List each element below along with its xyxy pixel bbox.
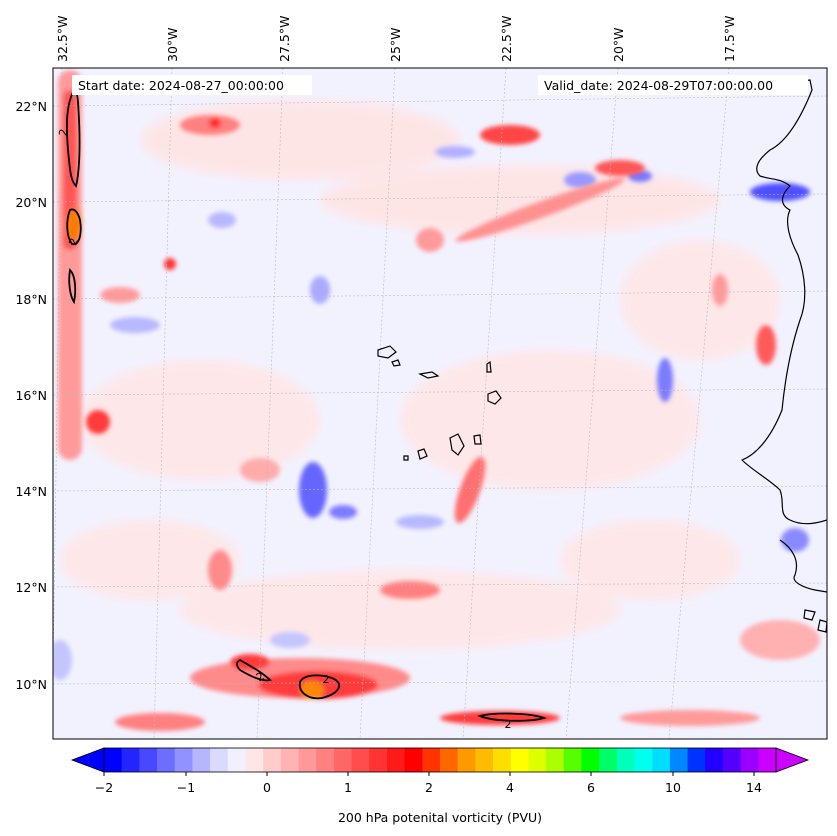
colorbar-segment: [210, 748, 229, 772]
colorbar-segment: [157, 748, 176, 772]
pv-positive-areas: [58, 70, 820, 731]
colorbar-segment: [369, 748, 388, 772]
colorbar-segment: [722, 748, 742, 772]
colorbar-segment: [581, 748, 600, 772]
longitude-labels: 32.5°W 30°W 27.5°W 25°W 22.5°W 20°W 17.5…: [55, 16, 737, 62]
colorbar-segment: [669, 748, 689, 772]
colorbar-segment: [563, 748, 582, 772]
colorbar-segment: [634, 748, 653, 772]
colorbar-segment: [546, 748, 565, 772]
colorbar-segment: [652, 748, 671, 772]
coastline: [377, 79, 827, 633]
colorbar-segment: [333, 748, 353, 772]
colorbar-segment: [740, 748, 759, 772]
colorbar-tick-label: 2: [425, 780, 433, 795]
contour-label: 2: [57, 128, 71, 137]
island-sal: [486, 360, 492, 373]
start-date-label: Start date: 2024-08-27_00:00:00: [78, 78, 284, 93]
colorbar-segment: [298, 748, 317, 772]
lat-label: 16°N: [15, 388, 47, 403]
colorbar-tick-label: −1: [177, 780, 195, 795]
colorbar-segment: [386, 748, 406, 772]
colorbar-segment: [245, 748, 264, 772]
lat-label: 14°N: [15, 484, 47, 499]
island-santo-antao: [377, 345, 397, 359]
lat-label: 20°N: [15, 195, 47, 210]
colorbar-segment: [528, 748, 547, 772]
colorbar: −2 −1 0 1 2 4 6 10 14 200 hPa potenital …: [70, 747, 810, 825]
colorbar-segment: [616, 748, 636, 772]
valid-date-box: [538, 75, 808, 95]
colorbar-max-extension: [775, 747, 810, 773]
island-boa-vista: [487, 390, 502, 405]
lon-label: 27.5°W: [277, 16, 292, 62]
island-santiago: [449, 433, 465, 456]
colorbar-segment: [422, 748, 441, 772]
lon-label: 30°W: [165, 27, 180, 62]
colorbar-segment: [758, 748, 777, 772]
colorbar-segment: [174, 748, 193, 772]
colorbar-ticks: −2 −1 0 1 2 4 6 10 14: [95, 772, 762, 795]
lat-label: 18°N: [15, 292, 47, 307]
africa-coastline-south: [779, 539, 827, 593]
colorbar-segment: [475, 748, 494, 772]
map-frame: [52, 67, 828, 740]
colorbar-tick-label: 4: [506, 780, 514, 795]
colorbar-tick-label: 14: [746, 780, 762, 795]
colorbar-segment: [510, 748, 529, 772]
lon-label: 25°W: [388, 27, 403, 62]
colorbar-outline: [103, 747, 777, 773]
start-date-box: [72, 75, 312, 95]
colorbar-tick-label: 1: [344, 780, 352, 795]
colorbar-segment: [227, 748, 246, 772]
lat-label: 22°N: [15, 99, 47, 114]
colorbar-segment: [104, 748, 123, 772]
lon-label: 20°W: [611, 27, 626, 62]
colorbar-segments: [104, 748, 777, 772]
lat-label: 10°N: [15, 677, 47, 692]
lon-label: 32.5°W: [55, 16, 70, 62]
lat-label: 12°N: [15, 580, 47, 595]
colorbar-tick-label: 6: [587, 780, 595, 795]
island-maio: [473, 434, 482, 445]
colorbar-segment: [316, 748, 335, 772]
bijagos-islands: [803, 609, 827, 633]
lon-label: 22.5°W: [499, 16, 514, 62]
colorbar-segment: [440, 748, 459, 772]
island-sao-nicolau: [418, 371, 440, 379]
lon-label: 17.5°W: [722, 16, 737, 62]
colorbar-tick-label: 10: [665, 780, 681, 795]
africa-coastline: [740, 79, 827, 525]
colorbar-segment: [263, 748, 282, 772]
pv-negative-areas: [53, 146, 810, 680]
colorbar-segment: [192, 748, 211, 772]
colorbar-segment: [599, 748, 618, 772]
contour-label: 2: [66, 236, 81, 247]
map-panel: 2 2 2 2 2 Start date: 2024-08-27_00:00:0…: [53, 68, 827, 739]
colorbar-tick-label: −2: [95, 780, 113, 795]
contour-label: 2: [505, 718, 512, 731]
colorbar-segment: [351, 748, 370, 772]
colorbar-segment: [457, 748, 476, 772]
latitude-labels: 22°N 20°N 18°N 16°N 14°N 12°N 10°N: [15, 99, 47, 692]
colorbar-segment: [705, 748, 724, 772]
colorbar-segment: [687, 748, 706, 772]
island-sao-vicente: [391, 359, 401, 367]
colorbar-label: 200 hPa potenital vorticity (PVU): [338, 810, 542, 825]
graticule: [53, 68, 827, 739]
contour-2pvu: [66, 88, 547, 722]
colorbar-segment: [404, 748, 423, 772]
valid-date-label: Valid_date: 2024-08-29T07:00:00.00: [544, 78, 773, 93]
colorbar-min-extension: [70, 747, 105, 773]
contour-label: 2: [323, 673, 330, 686]
colorbar-segment: [121, 748, 140, 772]
colorbar-segment: [139, 748, 158, 772]
island-fogo: [417, 448, 428, 460]
colorbar-segment: [280, 748, 300, 772]
colorbar-segment: [493, 748, 512, 772]
colorbar-tick-label: 0: [263, 780, 271, 795]
island-brava: [403, 455, 409, 461]
